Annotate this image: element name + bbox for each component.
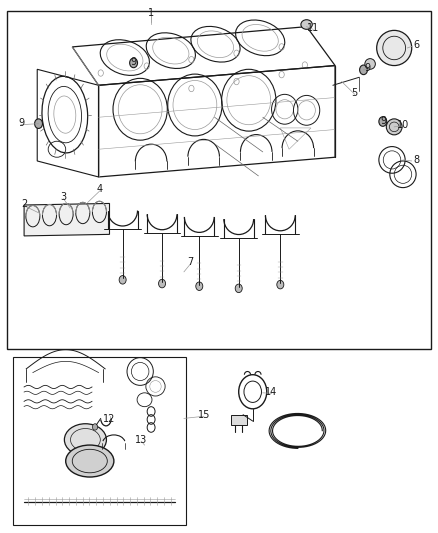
Ellipse shape <box>301 20 312 29</box>
Text: 1: 1 <box>148 9 154 18</box>
Ellipse shape <box>377 30 412 66</box>
Circle shape <box>92 424 98 430</box>
Ellipse shape <box>386 119 402 135</box>
Circle shape <box>235 284 242 293</box>
Text: 13: 13 <box>135 435 148 445</box>
Text: 9: 9 <box>365 63 371 73</box>
Circle shape <box>379 117 387 126</box>
Circle shape <box>196 282 203 290</box>
Circle shape <box>130 58 138 68</box>
Text: 3: 3 <box>60 192 67 202</box>
Text: 8: 8 <box>413 155 419 165</box>
Text: 9: 9 <box>380 116 386 126</box>
Text: 14: 14 <box>265 387 278 397</box>
Text: 7: 7 <box>187 257 194 267</box>
Polygon shape <box>231 415 247 425</box>
Circle shape <box>277 280 284 289</box>
Text: 11: 11 <box>307 23 319 33</box>
Text: 10: 10 <box>397 120 409 130</box>
Ellipse shape <box>66 445 114 477</box>
Text: 6: 6 <box>413 41 419 50</box>
Bar <box>13 357 186 525</box>
Text: 2: 2 <box>21 199 27 209</box>
Circle shape <box>159 279 166 288</box>
Circle shape <box>360 65 367 75</box>
Text: 5: 5 <box>352 88 358 98</box>
Text: 9: 9 <box>18 118 24 128</box>
Bar <box>7 11 431 349</box>
Circle shape <box>119 276 126 284</box>
Text: 15: 15 <box>198 410 210 419</box>
Text: 9: 9 <box>131 58 137 67</box>
Circle shape <box>35 119 42 128</box>
Polygon shape <box>24 204 110 236</box>
Text: 12: 12 <box>103 415 116 424</box>
Ellipse shape <box>365 59 375 69</box>
Text: 4: 4 <box>97 184 103 194</box>
Ellipse shape <box>64 424 106 456</box>
